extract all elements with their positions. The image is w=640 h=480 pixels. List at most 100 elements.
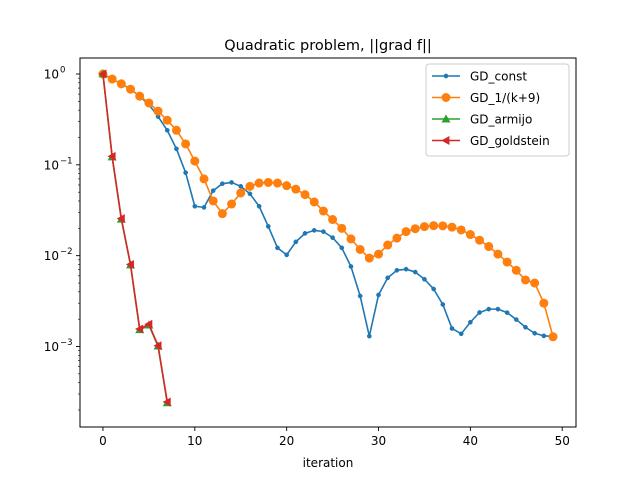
y-tick-label: 10 — [44, 158, 59, 172]
data-point-gd-1-k-9 — [548, 332, 558, 342]
data-point-gd-const — [523, 324, 528, 330]
series-group — [98, 69, 558, 407]
legend-marker-gd-goldstein — [441, 136, 450, 145]
series-gd-1-k-9 — [98, 69, 558, 342]
data-point-gd-const — [486, 306, 492, 312]
data-point-gd-1-k-9 — [318, 206, 328, 216]
data-point-gd-1-k-9 — [410, 224, 420, 234]
data-point-gd-1-k-9 — [456, 225, 466, 235]
data-point-gd-const — [174, 146, 179, 152]
data-point-gd-1-k-9 — [465, 230, 475, 240]
data-point-gd-const — [468, 319, 473, 325]
data-point-gd-1-k-9 — [364, 253, 374, 263]
data-point-gd-1-k-9 — [153, 106, 163, 116]
x-tick-label: 0 — [99, 434, 107, 448]
y-tick-exponent: −2 — [60, 247, 73, 257]
y-tick-exponent: 0 — [60, 65, 65, 75]
x-tick-label: 20 — [279, 434, 294, 448]
data-point-gd-1-k-9 — [493, 249, 503, 259]
data-point-gd-1-k-9 — [217, 209, 227, 219]
data-point-gd-const — [183, 170, 188, 176]
legend-marker-gd-1-k-9 — [441, 93, 451, 102]
data-point-gd-1-k-9 — [475, 235, 485, 245]
data-point-gd-1-k-9 — [419, 222, 429, 232]
data-point-gd-1-k-9 — [328, 215, 338, 225]
data-point-gd-1-k-9 — [392, 233, 402, 243]
data-point-gd-1-k-9 — [447, 222, 457, 232]
data-point-gd-goldstein — [98, 69, 107, 79]
data-point-gd-const — [348, 264, 354, 269]
plot-frame — [79, 57, 577, 428]
x-tick-label: 40 — [463, 434, 478, 448]
data-point-gd-1-k-9 — [254, 178, 264, 188]
data-point-gd-const — [394, 267, 400, 273]
data-point-gd-1-k-9 — [300, 190, 310, 200]
data-point-gd-1-k-9 — [291, 184, 301, 194]
legend-entry-gd-1-k-9: GD_1/(k+9) — [432, 91, 540, 105]
data-point-gd-1-k-9 — [126, 84, 136, 94]
data-point-gd-const — [449, 326, 455, 331]
data-point-gd-const — [275, 245, 280, 251]
data-point-gd-1-k-9 — [171, 125, 181, 135]
data-point-gd-const — [339, 245, 345, 251]
x-tick-label: 30 — [371, 434, 386, 448]
data-point-gd-1-k-9 — [144, 98, 154, 108]
data-point-gd-1-k-9 — [438, 221, 448, 231]
data-point-gd-const — [265, 224, 271, 229]
data-point-gd-1-k-9 — [401, 227, 411, 237]
data-point-gd-goldstein — [162, 397, 171, 407]
legend-marker-gd-armijo — [441, 114, 451, 123]
data-point-gd-const — [220, 181, 225, 187]
legend-entry-gd-armijo: GD_armijo — [432, 113, 532, 127]
legend-entry-gd-goldstein: GD_goldstein — [432, 134, 550, 148]
series-gd-goldstein — [98, 69, 171, 407]
legend-box — [425, 63, 570, 157]
data-point-gd-const — [376, 292, 381, 298]
data-point-gd-1-k-9 — [245, 181, 255, 191]
data-point-gd-1-k-9 — [135, 91, 145, 101]
legend-label-gd-armijo: GD_armijo — [470, 113, 532, 127]
data-point-gd-1-k-9 — [282, 181, 292, 191]
data-point-gd-const — [284, 252, 290, 258]
data-point-gd-1-k-9 — [346, 234, 356, 244]
y-tick-exponent: −1 — [60, 156, 73, 166]
data-point-gd-const — [357, 293, 363, 299]
data-point-gd-1-k-9 — [272, 178, 282, 188]
data-point-gd-1-k-9 — [208, 196, 218, 206]
data-point-gd-const — [403, 266, 409, 272]
data-point-gd-1-k-9 — [530, 278, 540, 288]
data-point-gd-const — [431, 286, 436, 292]
legend-label-gd-const: GD_const — [470, 70, 527, 84]
y-tick-label: 10 — [44, 340, 59, 354]
data-point-gd-const — [422, 276, 427, 282]
data-point-gd-const — [247, 191, 253, 197]
data-point-gd-1-k-9 — [236, 188, 246, 198]
data-point-gd-const — [330, 235, 335, 240]
data-point-gd-goldstein — [125, 259, 134, 269]
data-point-gd-const — [477, 310, 482, 315]
data-point-gd-1-k-9 — [539, 298, 549, 308]
y-tick-label: 10 — [44, 67, 59, 81]
data-point-gd-const — [293, 239, 299, 245]
data-point-gd-1-k-9 — [190, 156, 200, 166]
data-point-gd-goldstein — [116, 214, 125, 224]
data-point-gd-const — [385, 275, 391, 281]
data-point-gd-1-k-9 — [107, 74, 117, 84]
data-point-gd-const — [366, 333, 372, 339]
y-tick-label: 10 — [44, 249, 59, 263]
data-point-gd-1-k-9 — [162, 115, 172, 125]
data-point-gd-goldstein — [144, 319, 153, 329]
legend-marker-gd-const — [443, 73, 449, 79]
x-axis-label: iteration — [303, 456, 354, 470]
data-point-gd-1-k-9 — [227, 199, 237, 209]
data-point-gd-const — [192, 203, 198, 209]
data-point-gd-const — [504, 310, 510, 315]
data-point-gd-const — [458, 331, 464, 337]
data-point-gd-1-k-9 — [116, 79, 126, 89]
data-point-gd-const — [238, 183, 244, 189]
data-point-gd-1-k-9 — [355, 244, 365, 254]
data-point-gd-1-k-9 — [309, 197, 319, 207]
data-point-gd-const — [541, 333, 547, 339]
